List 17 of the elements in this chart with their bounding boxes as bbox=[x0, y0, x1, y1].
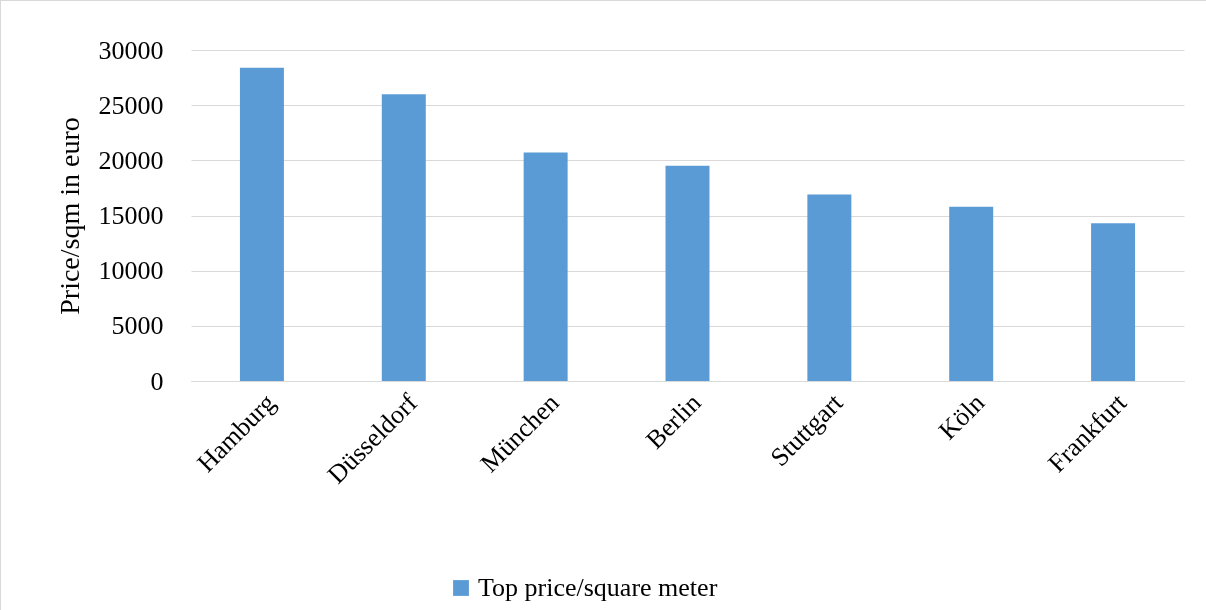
y-tick-label: 30000 bbox=[98, 35, 164, 65]
bar bbox=[239, 67, 284, 381]
y-axis-title: Price/sqm in euro bbox=[53, 117, 85, 315]
y-tick-label: 25000 bbox=[98, 90, 164, 120]
legend-label: Top price/square meter bbox=[478, 573, 718, 602]
y-tick-label: 5000 bbox=[111, 311, 164, 341]
bar bbox=[665, 165, 710, 381]
x-tick-label: Köln bbox=[933, 388, 991, 446]
y-tick-label: 10000 bbox=[98, 256, 164, 286]
y-tick-label: 15000 bbox=[98, 201, 164, 230]
bar bbox=[523, 152, 568, 381]
bar bbox=[381, 94, 426, 381]
y-tick-label: 0 bbox=[150, 366, 164, 396]
bar bbox=[1091, 223, 1136, 381]
bar bbox=[949, 206, 994, 381]
bar bbox=[807, 194, 852, 381]
y-tick-label: 20000 bbox=[98, 145, 164, 175]
